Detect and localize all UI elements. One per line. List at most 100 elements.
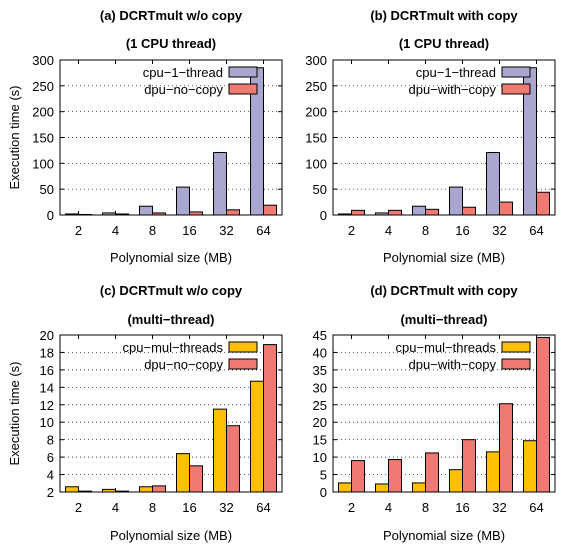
bar-cpu_single-16 bbox=[449, 186, 463, 216]
x-tick-label: 16 bbox=[182, 223, 196, 238]
chart-panel-2: (c) DCRTmult w/o copy (multi−thread) 2 4 6 8 1… bbox=[7, 283, 283, 543]
bar-dpu-8 bbox=[152, 485, 166, 493]
bar-dpu-32 bbox=[226, 425, 240, 493]
y-tick-label: 6 bbox=[47, 450, 54, 465]
bar-cpu_multi-8 bbox=[139, 486, 153, 493]
legend-swatch bbox=[228, 66, 258, 78]
chart-panel-0: (a) DCRTmult w/o copy (1 CPU thread) 0 50 10… bbox=[7, 8, 283, 265]
chart-subtitle: (1 CPU thread) bbox=[399, 36, 489, 51]
chart-title: (d) DCRTmult with copy bbox=[370, 283, 518, 298]
bar-dpu-4 bbox=[388, 209, 402, 216]
y-tick-label: 15 bbox=[313, 433, 327, 448]
y-tick-label: 200 bbox=[305, 105, 327, 120]
x-tick-label: 16 bbox=[455, 500, 469, 515]
x-tick-label: 64 bbox=[256, 500, 270, 515]
bar-dpu-64 bbox=[536, 191, 550, 216]
chart-subtitle: (multi−thread) bbox=[400, 312, 487, 327]
x-axis-label: Polynomial size (MB) bbox=[110, 250, 232, 265]
bar-cpu_multi-16 bbox=[449, 469, 463, 493]
x-tick-label: 4 bbox=[385, 500, 392, 515]
y-tick-label: 20 bbox=[313, 415, 327, 430]
x-tick-label: 4 bbox=[112, 500, 119, 515]
x-tick-label: 2 bbox=[348, 500, 355, 515]
legend-swatch bbox=[228, 83, 258, 95]
bar-dpu-8 bbox=[425, 452, 439, 493]
x-tick-label: 64 bbox=[529, 223, 543, 238]
x-tick-label: 8 bbox=[422, 223, 429, 238]
bar-dpu-32 bbox=[499, 403, 513, 493]
y-tick-label: 35 bbox=[313, 363, 327, 378]
y-tick-label: 0 bbox=[320, 208, 327, 223]
y-tick-label: 0 bbox=[47, 208, 54, 223]
chart-panel-3: (d) DCRTmult with copy (multi−thread) 0 5 10… bbox=[313, 283, 556, 543]
y-tick-label: 18 bbox=[40, 345, 54, 360]
bar-dpu-64 bbox=[263, 204, 277, 216]
y-tick-label: 30 bbox=[313, 380, 327, 395]
bar-dpu-16 bbox=[462, 206, 476, 216]
x-axis-label: Polynomial size (MB) bbox=[383, 528, 505, 543]
bar-dpu-32 bbox=[499, 201, 513, 216]
bar-cpu_single-32 bbox=[486, 151, 500, 216]
x-tick-label: 8 bbox=[149, 223, 156, 238]
bar-cpu_single-32 bbox=[213, 151, 227, 216]
x-tick-label: 16 bbox=[455, 223, 469, 238]
x-tick-label: 64 bbox=[256, 223, 270, 238]
bar-dpu-64 bbox=[536, 336, 550, 493]
x-axis-label: Polynomial size (MB) bbox=[110, 528, 232, 543]
bar-cpu_single-8 bbox=[139, 205, 153, 216]
x-tick-label: 32 bbox=[492, 223, 506, 238]
legend-label: dpu−with−copy bbox=[409, 357, 497, 372]
x-tick-label: 64 bbox=[529, 500, 543, 515]
y-axis-label: Execution time (s) bbox=[7, 361, 22, 465]
legend-swatch bbox=[501, 83, 531, 95]
legend-label: cpu−1−thread bbox=[143, 65, 223, 80]
chart-subtitle: (multi−thread) bbox=[127, 312, 214, 327]
bar-dpu-8 bbox=[425, 208, 439, 216]
legend-swatch bbox=[501, 341, 531, 353]
y-tick-label: 0 bbox=[320, 485, 327, 500]
bar-cpu_single-16 bbox=[176, 186, 190, 216]
bar-dpu-64 bbox=[263, 344, 277, 493]
legend-label: cpu−mul−threads bbox=[396, 340, 497, 355]
legend-swatch bbox=[501, 66, 531, 78]
x-tick-label: 8 bbox=[422, 500, 429, 515]
bar-cpu_multi-32 bbox=[486, 451, 500, 493]
bar-cpu_multi-8 bbox=[412, 482, 426, 493]
chart-title: (c) DCRTmult w/o copy bbox=[100, 283, 243, 298]
y-tick-label: 50 bbox=[40, 182, 54, 197]
y-tick-label: 5 bbox=[320, 468, 327, 483]
bar-cpu_multi-32 bbox=[213, 408, 227, 493]
y-tick-label: 14 bbox=[40, 380, 54, 395]
y-axis-label: Execution time (s) bbox=[7, 85, 22, 189]
x-tick-label: 8 bbox=[149, 500, 156, 515]
y-tick-label: 150 bbox=[32, 131, 54, 146]
x-tick-label: 2 bbox=[75, 500, 82, 515]
chart-title: (a) DCRTmult w/o copy bbox=[100, 8, 243, 23]
y-tick-label: 300 bbox=[32, 53, 54, 68]
legend-label: dpu−no−copy bbox=[144, 357, 223, 372]
x-tick-label: 4 bbox=[112, 223, 119, 238]
legend-label: dpu−with−copy bbox=[409, 82, 497, 97]
bar-cpu_multi-4 bbox=[375, 483, 389, 493]
y-tick-label: 20 bbox=[40, 328, 54, 343]
y-tick-label: 100 bbox=[305, 156, 327, 171]
y-tick-label: 100 bbox=[32, 156, 54, 171]
y-tick-label: 12 bbox=[40, 398, 54, 413]
x-tick-label: 2 bbox=[348, 223, 355, 238]
legend-label: cpu−mul−threads bbox=[123, 340, 224, 355]
chart-subtitle: (1 CPU thread) bbox=[126, 36, 216, 51]
y-tick-label: 8 bbox=[47, 433, 54, 448]
legend-label: cpu−1−thread bbox=[416, 65, 496, 80]
y-tick-label: 10 bbox=[40, 415, 54, 430]
legend-swatch bbox=[228, 341, 258, 353]
bar-cpu_multi-2 bbox=[338, 482, 352, 493]
x-tick-label: 32 bbox=[219, 223, 233, 238]
bar-cpu_single-8 bbox=[412, 205, 426, 216]
y-tick-label: 16 bbox=[40, 363, 54, 378]
plot-frame bbox=[332, 334, 556, 493]
plot-frame bbox=[59, 59, 283, 216]
bar-dpu-4 bbox=[388, 459, 402, 493]
legend-label: dpu−no−copy bbox=[144, 82, 223, 97]
legend-swatch bbox=[228, 358, 258, 370]
